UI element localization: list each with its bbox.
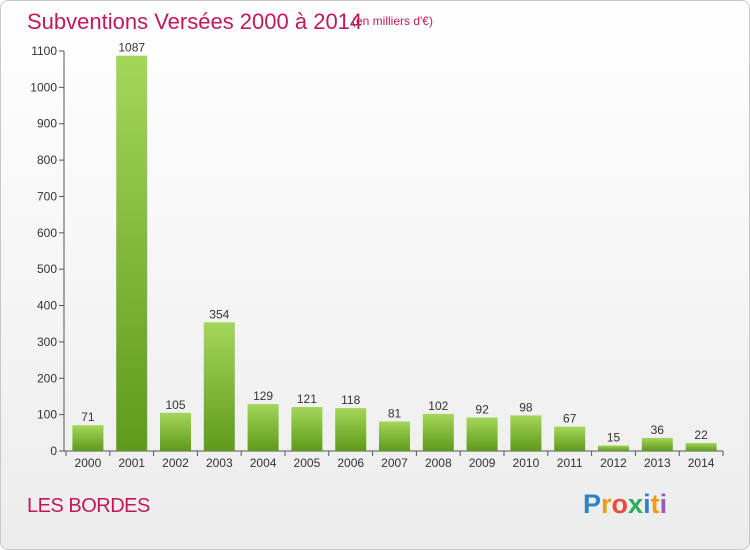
bar <box>466 417 498 451</box>
data-label: 71 <box>81 410 95 424</box>
logo-letter: i <box>659 489 668 519</box>
bar <box>203 322 235 451</box>
data-label: 67 <box>563 412 577 426</box>
logo-letter: i <box>643 489 651 519</box>
logo-letter: P <box>583 489 602 519</box>
proxiti-logo: Proxiti <box>583 489 667 520</box>
data-label: 92 <box>475 403 489 417</box>
x-tick-label: 2006 <box>337 456 364 470</box>
bar <box>247 404 279 451</box>
data-label: 98 <box>519 400 533 414</box>
bar <box>685 443 717 451</box>
bar <box>335 408 367 451</box>
bar <box>160 412 191 451</box>
data-label: 15 <box>607 431 621 445</box>
x-tick-label: 2000 <box>75 456 102 470</box>
bar <box>291 407 323 451</box>
x-tick-label: 2008 <box>425 456 452 470</box>
y-tick-label: 200 <box>37 371 57 385</box>
y-tick-label: 1000 <box>30 80 57 94</box>
x-tick-label: 2001 <box>118 456 145 470</box>
y-tick-label: 0 <box>50 444 57 458</box>
x-tick-label: 2011 <box>557 456 583 470</box>
y-tick-label: 300 <box>37 335 57 349</box>
y-tick-label: 500 <box>37 262 57 276</box>
y-tick-label: 400 <box>37 299 57 313</box>
data-label: 354 <box>209 307 229 321</box>
data-label: 102 <box>428 399 448 413</box>
x-tick-label: 2007 <box>381 456 408 470</box>
data-label: 129 <box>253 389 273 403</box>
logo-letter: t <box>650 489 660 519</box>
x-tick-label: 2012 <box>600 456 627 470</box>
y-tick-label: 1100 <box>31 44 57 58</box>
x-tick-label: 2009 <box>469 456 496 470</box>
x-tick-label: 2010 <box>513 456 540 470</box>
bar <box>72 425 104 451</box>
logo-letter: x <box>628 489 644 519</box>
data-label: 22 <box>694 428 708 442</box>
x-tick-label: 2005 <box>294 456 321 470</box>
data-label: 118 <box>341 393 360 407</box>
data-label: 105 <box>165 398 185 412</box>
bar <box>554 426 586 451</box>
x-tick-label: 2003 <box>206 456 233 470</box>
y-tick-label: 800 <box>37 153 57 167</box>
chart-title: Subventions Versées 2000 à 2014 <box>27 9 363 34</box>
y-tick-label: 600 <box>37 226 57 240</box>
data-label: 81 <box>388 407 402 421</box>
bar <box>379 421 410 451</box>
x-tick-label: 2014 <box>688 456 715 470</box>
data-label: 36 <box>651 423 665 437</box>
y-tick-label: 100 <box>37 408 57 422</box>
x-tick-label: 2004 <box>250 456 277 470</box>
bar <box>598 445 629 451</box>
bar <box>510 415 542 451</box>
logo-letter: o <box>611 489 629 519</box>
bar <box>116 55 148 451</box>
logo-letter: r <box>601 489 612 519</box>
bar <box>422 413 454 451</box>
data-label: 121 <box>297 392 317 406</box>
x-tick-label: 2002 <box>162 456 189 470</box>
data-label: 1087 <box>118 41 145 55</box>
y-tick-label: 700 <box>37 189 57 203</box>
x-tick-label: 2013 <box>644 456 671 470</box>
chart-subtitle: (en milliers d'€) <box>352 14 433 28</box>
commune-name: LES BORDES <box>27 495 150 517</box>
y-tick-label: 900 <box>37 117 57 131</box>
bar <box>641 437 673 451</box>
